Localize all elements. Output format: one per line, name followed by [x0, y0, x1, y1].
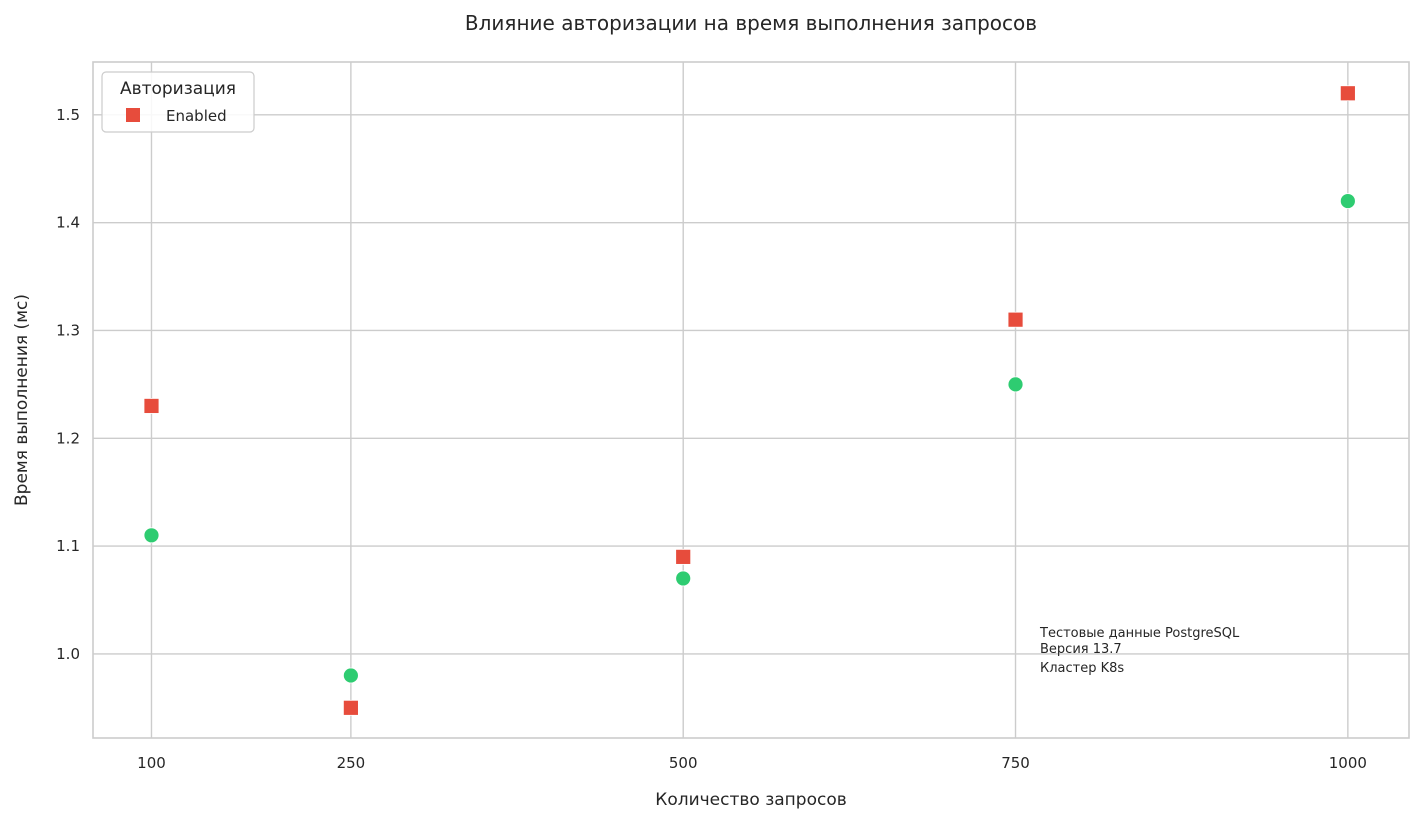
y-tick-label: 1.0: [56, 645, 80, 663]
plot-frame: [92, 61, 1410, 739]
y-tick-label: 1.5: [56, 106, 80, 124]
y-tick-label: 1.4: [56, 214, 80, 232]
y-axis-label: Время выполнения (мс): [12, 294, 32, 506]
y-tick-label: 1.3: [56, 321, 80, 339]
data-point-circle: [143, 527, 160, 544]
x-tick-label: 250: [337, 754, 366, 772]
annotation-line-2: Версия 13.7: [1040, 642, 1122, 657]
data-point-circle: [1339, 193, 1356, 209]
y-axis-ticks: 1.0 1.1 1.2 1.3 1.4 1.5: [56, 106, 80, 663]
x-tick-label: 1000: [1329, 754, 1367, 772]
legend-title: Авторизация: [120, 79, 236, 99]
y-tick-label: 1.1: [56, 537, 80, 555]
legend-marker-enabled: [126, 108, 140, 122]
x-tick-label: 500: [669, 754, 698, 772]
data-point-square: [1007, 311, 1024, 328]
x-tick-label: 100: [137, 754, 166, 772]
gridlines: [93, 62, 1409, 738]
data-point-square: [143, 398, 160, 414]
annotation: Тестовые данные PostgreSQL Версия 13.7 К…: [1039, 626, 1240, 676]
x-axis-label: Количество запросов: [655, 790, 847, 810]
x-axis-ticks: 100 250 500 750 1000: [137, 754, 1367, 772]
annotation-line-3: Кластер K8s: [1040, 661, 1124, 676]
chart-title: Влияние авторизации на время выполнения …: [465, 11, 1037, 35]
data-points: [143, 85, 1356, 716]
data-point-square: [675, 548, 692, 565]
data-point-circle: [342, 667, 359, 684]
data-point-circle: [675, 570, 692, 587]
annotation-line-1: Тестовые данные PostgreSQL: [1039, 626, 1240, 641]
legend: Авторизация Enabled: [101, 71, 255, 133]
y-tick-label: 1.2: [56, 429, 80, 447]
data-point-square: [1339, 85, 1356, 102]
x-tick-label: 750: [1001, 754, 1030, 772]
data-point-square: [342, 699, 359, 716]
data-point-circle: [1007, 376, 1024, 393]
legend-label-enabled: Enabled: [166, 107, 227, 125]
